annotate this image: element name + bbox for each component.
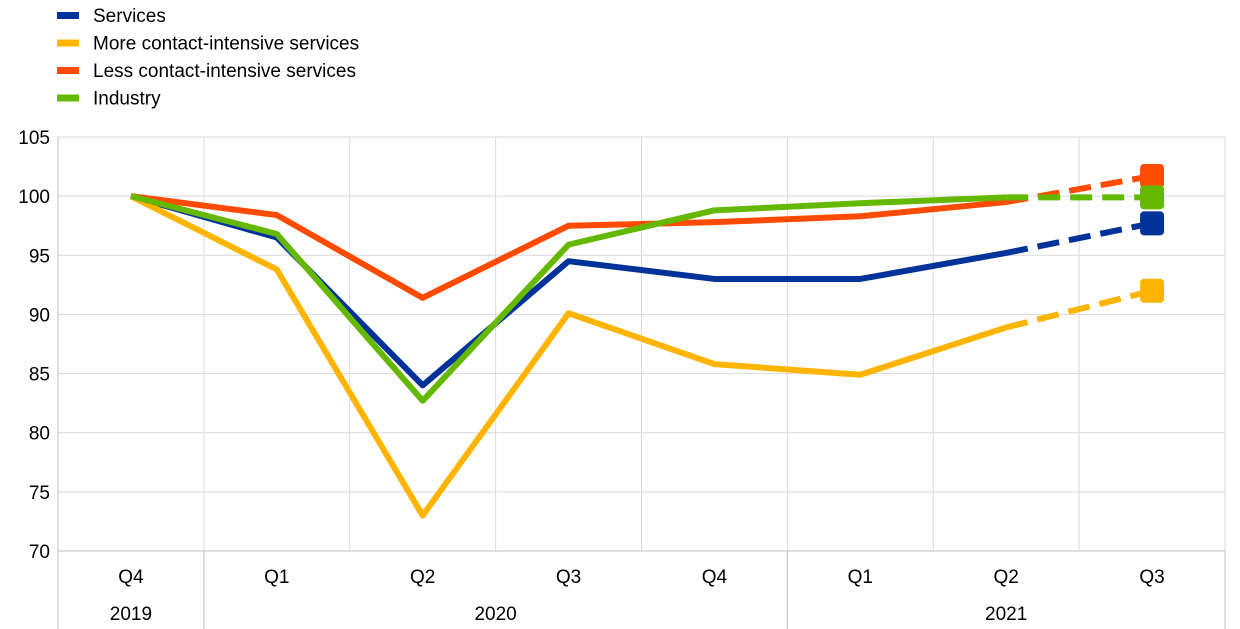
legend-swatch <box>57 67 79 74</box>
data-point-marker <box>1140 185 1165 210</box>
series-line-projected <box>1005 173 1153 206</box>
legend-label: Services <box>93 6 166 27</box>
y-tick-label: 75 <box>29 483 50 504</box>
legend-swatch <box>57 94 79 102</box>
data-point-marker <box>1140 164 1165 189</box>
year-label: 2020 <box>474 604 516 625</box>
data-point-marker <box>1140 211 1165 236</box>
y-tick-label: 95 <box>29 246 50 267</box>
y-tick-label: 85 <box>29 365 50 386</box>
x-tick-label: Q2 <box>994 567 1019 588</box>
data-point-marker <box>1140 278 1165 303</box>
legend-label: Less contact-intensive services <box>93 61 356 82</box>
y-tick-label: 70 <box>29 542 50 563</box>
y-tick-label: 100 <box>18 187 50 208</box>
x-tick-label: Q1 <box>264 567 289 588</box>
x-tick-label: Q4 <box>118 567 144 588</box>
year-label: 2019 <box>110 604 152 625</box>
y-tick-label: 105 <box>18 128 50 149</box>
x-tick-label: Q3 <box>1139 567 1164 588</box>
x-tick-label: Q1 <box>848 567 873 588</box>
x-tick-label: Q4 <box>702 567 728 588</box>
series-line-projected <box>1005 220 1153 256</box>
x-tick-label: Q2 <box>410 567 435 588</box>
legend-label: More contact-intensive services <box>93 34 359 55</box>
legend-swatch <box>57 39 79 47</box>
year-label: 2021 <box>985 604 1027 625</box>
legend-swatch <box>57 12 79 19</box>
legend-label: Industry <box>93 89 161 110</box>
y-tick-label: 80 <box>29 424 50 445</box>
series-line-projected <box>1005 287 1153 331</box>
x-tick-label: Q3 <box>556 567 581 588</box>
y-tick-label: 90 <box>29 305 50 326</box>
